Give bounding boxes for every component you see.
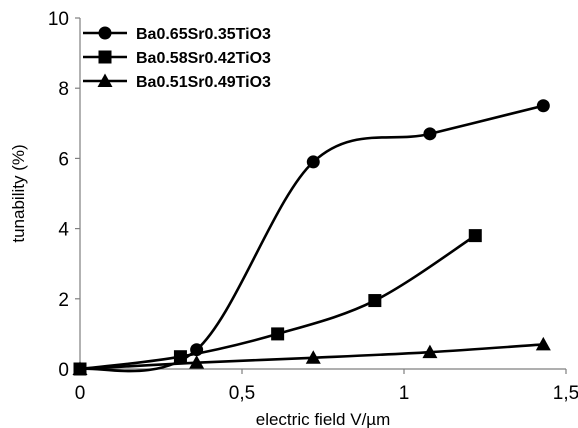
x-tick-label: 1 xyxy=(399,383,410,404)
axes: 0 2 4 6 8 10 0 0,5 1 1,5 xyxy=(48,9,578,404)
x-axis-title: electric field V/µm xyxy=(256,410,391,428)
y-axis-title: tunability (%) xyxy=(9,144,28,242)
legend-marker xyxy=(98,50,112,64)
x-tick-label: 0 xyxy=(75,383,86,404)
y-tick-label: 8 xyxy=(58,79,69,100)
y-tick-label: 0 xyxy=(58,360,69,381)
series-line xyxy=(79,104,544,373)
data-point xyxy=(173,350,187,364)
data-point xyxy=(306,155,320,169)
legend-entry: Ba0.51Sr0.49TiO3 xyxy=(83,73,271,91)
legend-label: Ba0.65Sr0.35TiO3 xyxy=(136,26,271,43)
legend: Ba0.65Sr0.35TiO3 Ba0.58Sr0.42TiO3 Ba0.51Sr… xyxy=(83,26,271,91)
data-point xyxy=(468,229,482,243)
data-point xyxy=(422,344,438,359)
legend-label: Ba0.51Sr0.49TiO3 xyxy=(136,74,271,91)
series-line xyxy=(79,234,476,371)
series-group xyxy=(72,99,551,376)
series-2 xyxy=(73,229,482,376)
data-point xyxy=(368,294,382,308)
data-point xyxy=(72,361,88,375)
y-tick-label: 4 xyxy=(58,220,69,241)
legend-entry: Ba0.58Sr0.42TiO3 xyxy=(83,50,271,67)
data-point xyxy=(535,336,551,351)
legend-marker xyxy=(98,26,112,40)
legend-label: Ba0.58Sr0.42TiO3 xyxy=(136,50,271,67)
y-tick-label: 10 xyxy=(48,9,69,30)
legend-marker xyxy=(97,73,113,87)
series-3 xyxy=(72,336,551,375)
x-tick-label: 1,5 xyxy=(553,383,578,404)
data-point xyxy=(271,327,285,341)
data-point xyxy=(423,127,437,141)
legend-entry: Ba0.65Sr0.35TiO3 xyxy=(83,26,271,43)
y-tick-label: 2 xyxy=(58,290,69,311)
data-point xyxy=(189,355,205,369)
x-tick-label: 0,5 xyxy=(229,383,255,404)
y-tick-label: 6 xyxy=(58,149,69,170)
data-point xyxy=(305,350,321,364)
data-point xyxy=(536,99,550,113)
